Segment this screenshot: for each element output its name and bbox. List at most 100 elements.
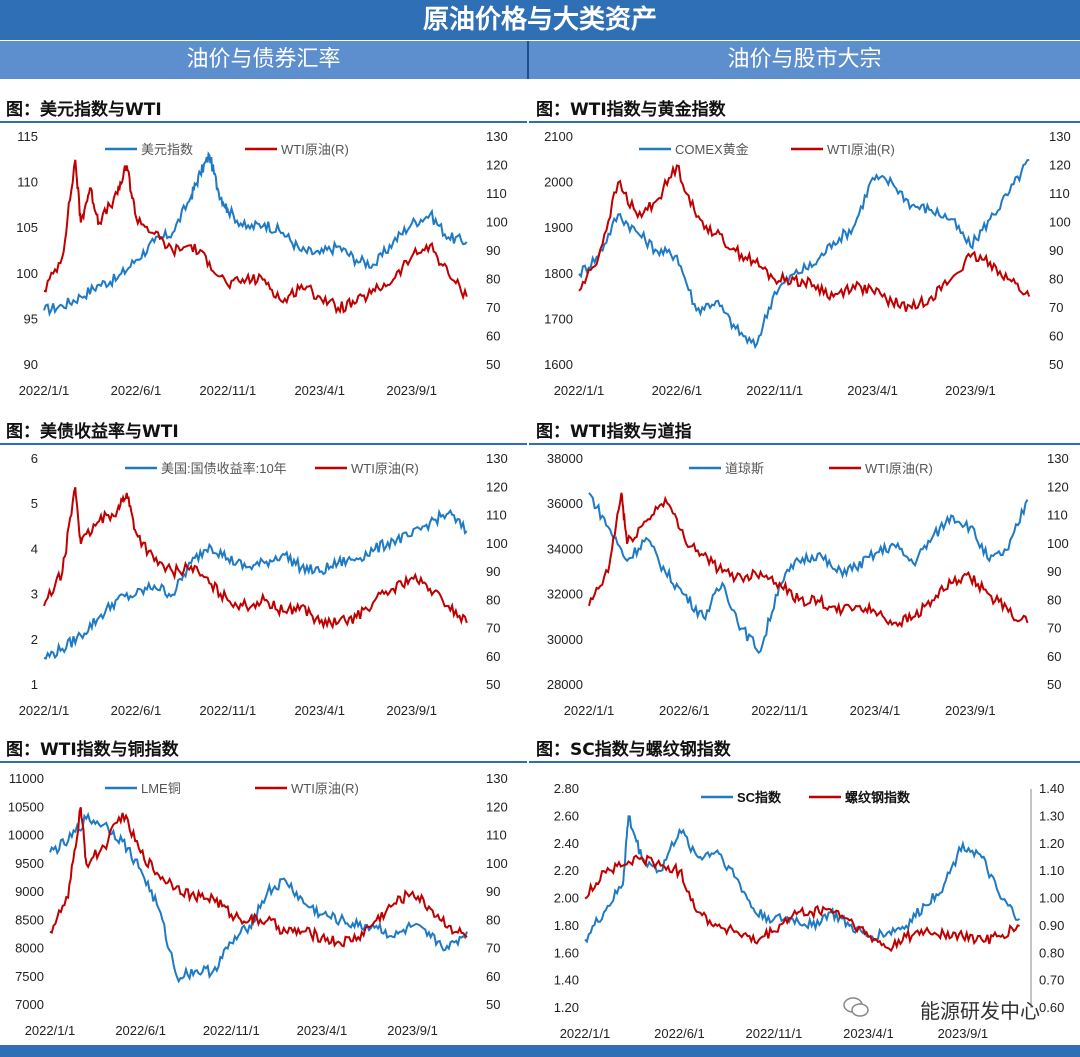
legend-label: WTI原油(R) [291,781,359,796]
left-tick-label: 36000 [547,496,583,511]
title-rule-1 [0,121,527,123]
left-tick-label: 7000 [15,997,44,1012]
left-tick-label: 1800 [544,266,573,281]
right-tick-label: 120 [486,158,508,173]
legend-label: WTI原油(R) [281,142,349,157]
x-tick-label: 2022/6/1 [115,1023,166,1038]
x-tick-label: 2022/11/1 [203,1023,260,1038]
chart-sc-rebar: 2.80 2.60 2.40 2.20 2.00 1.80 1.60 1.40 1.20 1.40… [554,781,1065,1041]
right-tick-label: 50 [1049,357,1063,372]
x-tick-label: 2023/9/1 [387,1023,438,1038]
left-tick-label: 9500 [15,856,44,871]
subheader-divider [527,41,529,79]
right-tick-label: 90 [486,884,500,899]
legend-label: COMEX黄金 [675,142,749,157]
right-tick-label: 60 [486,969,500,984]
right-tick-label: 130 [486,129,508,144]
right-tick-label: 50 [1047,677,1061,692]
right-tick-label: 0.80 [1039,945,1064,960]
series-line [43,151,468,318]
legend-label: 美元指数 [141,142,193,157]
right-tick-label: 0.60 [1039,1000,1064,1015]
left-tick-label: 34000 [547,541,583,556]
chart-ust-wti: 6 5 4 3 2 1 130 120 110 100 90 80 70 60 50 2022/1/1 2022… [19,451,508,718]
left-tick-label: 10500 [8,799,44,814]
chart-title-3: 图：美债收益率与WTI [6,422,179,442]
page-banner: 原油价格与大类资产 [0,0,1080,40]
left-tick-label: 11000 [9,771,44,786]
right-tick-label: 60 [1049,329,1063,344]
right-tick-label: 110 [486,186,507,201]
watermark-text: 能源研发中心 [920,999,1040,1023]
chart-title-4: 图：WTI指数与道指 [536,422,692,442]
right-tick-label: 70 [1049,300,1063,315]
chart-wti-dow: 38000 36000 34000 32000 30000 28000 130 120 110 1… [547,451,1069,718]
chart-title-6: 图：SC指数与螺纹钢指数 [536,740,731,760]
title-rule-4 [529,443,1080,445]
left-tick-label: 110 [17,175,38,190]
x-tick-label: 2022/1/1 [25,1023,76,1038]
x-tick-label: 2023/9/1 [945,383,996,398]
right-tick-label: 70 [486,941,500,956]
right-tick-label: 110 [1049,186,1070,201]
right-tick-label: 80 [486,592,500,607]
left-tick-label: 2.60 [554,808,579,823]
x-tick-label: 2023/9/1 [938,1026,989,1041]
series-line [578,158,1030,350]
right-tick-label: 50 [486,997,500,1012]
left-tick-label: 115 [17,129,38,144]
right-tick-label: 100 [486,856,508,871]
left-tick-label: 2100 [544,129,573,144]
legend-label: 道琼斯 [725,461,764,476]
left-tick-label: 4 [31,541,38,556]
left-tick-label: 1.80 [554,918,579,933]
x-tick-label: 2022/6/1 [652,383,703,398]
right-tick-label: 100 [1049,215,1071,230]
subheader-stocks-commodities: 油价与股市大宗 [529,41,1080,79]
subheader-bonds-fx: 油价与债券汇率 [0,41,527,79]
x-tick-label: 2023/4/1 [294,383,345,398]
left-tick-label: 7500 [15,969,44,984]
x-tick-label: 2022/11/1 [199,383,256,398]
title-rule-6 [529,761,1080,763]
legend-label: LME铜 [141,781,181,796]
chart-title-2: 图：WTI指数与黄金指数 [536,100,726,120]
right-tick-label: 1.40 [1039,781,1064,796]
x-tick-label: 2022/1/1 [560,1026,611,1041]
right-tick-label: 120 [1049,158,1071,173]
right-tick-label: 120 [1047,479,1069,494]
series-line [578,164,1031,312]
right-tick-label: 130 [486,771,508,786]
right-tick-label: 70 [486,621,500,636]
x-tick-label: 2022/1/1 [19,383,70,398]
x-tick-label: 2023/4/1 [850,703,901,718]
left-tick-label: 2000 [544,175,573,190]
x-tick-label: 2022/11/1 [746,383,803,398]
right-tick-label: 120 [486,799,508,814]
right-tick-label: 60 [486,649,500,664]
left-tick-label: 38000 [547,451,583,466]
right-tick-label: 50 [486,357,500,372]
left-tick-label: 1600 [544,357,573,372]
right-tick-label: 70 [486,300,500,315]
chart-dxy-wti: 115 110 105 100 95 90 130 120 110 100 90 80 70 60 50 20… [16,129,508,398]
left-tick-label: 2.20 [554,863,579,878]
chart-title-1: 图：美元指数与WTI [6,100,162,120]
x-tick-label: 2022/11/1 [751,703,808,718]
left-tick-label: 1.40 [554,973,579,988]
right-tick-label: 60 [486,329,500,344]
right-tick-label: 130 [1049,129,1071,144]
chart-wti-copper: 11000 10500 10000 9500 9000 8500 8000 7500 7000 1… [8,771,508,1038]
series-line [588,492,1029,629]
x-tick-label: 2022/11/1 [199,703,256,718]
right-tick-label: 130 [1047,451,1069,466]
right-tick-label: 1.00 [1039,891,1064,906]
left-tick-label: 28000 [547,677,583,692]
right-tick-label: 80 [486,912,500,927]
left-tick-label: 32000 [547,587,583,602]
left-tick-label: 100 [16,266,38,281]
title-rule-2 [529,121,1080,123]
chart-wti-gold: 2100 2000 1900 1800 1700 1600 130 120 110 100 90 80… [544,129,1071,398]
x-tick-label: 2022/6/1 [654,1026,705,1041]
left-tick-label: 3 [31,587,38,602]
